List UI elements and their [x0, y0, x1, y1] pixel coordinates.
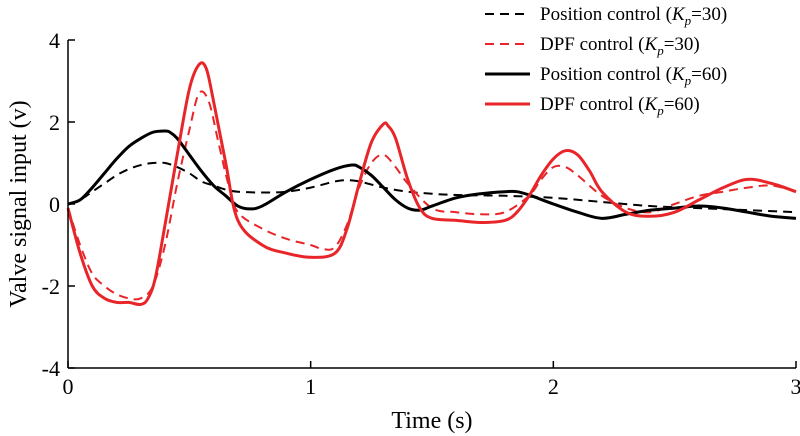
legend-label-2: DPF control (Kp=30)	[540, 34, 700, 58]
series-line-2	[67, 90, 797, 301]
legend-label-3: Position control (Kp=60)	[540, 64, 727, 88]
legend-label-4: DPF control (Kp=60)	[540, 94, 700, 118]
y-tick-label: 2	[49, 110, 60, 135]
y-axis-label: Valve signal input (v)	[6, 100, 32, 307]
axes-layer	[67, 40, 796, 369]
series-line-1	[67, 161, 797, 214]
x-axis-label: Time (s)	[391, 408, 472, 434]
ticks-layer: 0 1 2 3 -4 -2 0 2 4	[42, 28, 800, 399]
legend-label-1: Position control (Kp=30)	[540, 4, 727, 28]
y-tick-label: -4	[42, 356, 60, 381]
series-line-3	[67, 129, 797, 220]
y-tick-label: -2	[42, 274, 60, 299]
y-tick-label: 0	[49, 192, 60, 217]
series-layer	[66, 61, 797, 307]
y-tick-label: 4	[49, 28, 60, 53]
series-line-4	[66, 61, 797, 307]
x-tick-label: 3	[791, 374, 800, 399]
x-tick-label: 0	[63, 374, 74, 399]
legend: Position control (Kp=30) DPF control (Kp=…	[485, 4, 727, 118]
x-tick-label: 1	[305, 374, 316, 399]
x-tick-label: 2	[548, 374, 559, 399]
